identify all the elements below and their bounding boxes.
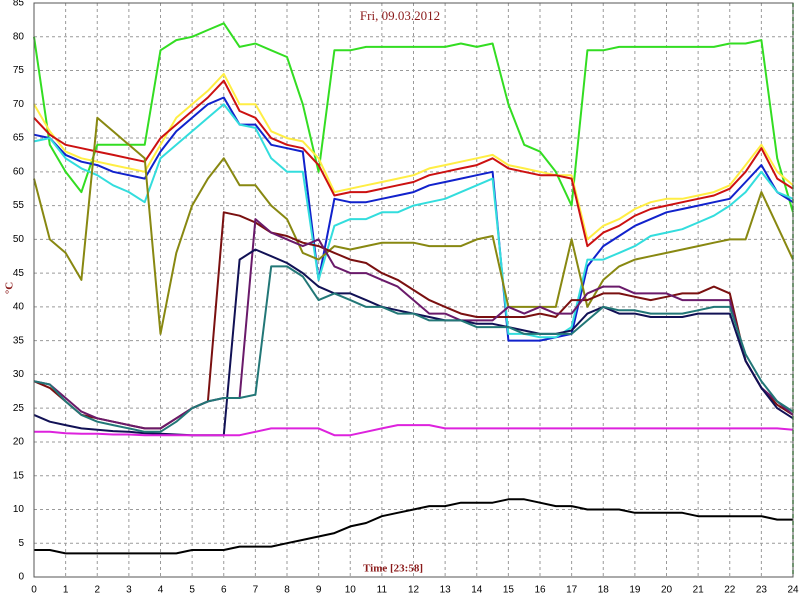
x-tick-label: 5 (189, 585, 195, 596)
data-line (33, 22, 794, 213)
x-tick-label: 16 (534, 585, 546, 596)
y-tick-label: 55 (13, 200, 25, 211)
chart-title: Fri, 09.03.2012 (360, 8, 440, 23)
data-line (33, 103, 794, 339)
data-line (33, 116, 794, 335)
data-line (33, 79, 794, 248)
x-tick-label: 13 (440, 585, 452, 596)
x-tick-label: 12 (408, 585, 420, 596)
x-tick-label: 2 (94, 585, 100, 596)
x-tick-label: 11 (377, 585, 388, 596)
x-tick-label: 24 (787, 585, 799, 596)
y-tick-label: 80 (13, 31, 25, 42)
y-tick-label: 0 (18, 572, 24, 583)
x-tick-label: 22 (724, 585, 736, 596)
y-tick-label: 50 (13, 234, 25, 245)
x-tick-label: 6 (221, 585, 227, 596)
x-tick-label: 17 (566, 585, 578, 596)
y-tick-label: 35 (13, 335, 25, 346)
y-tick-label: 70 (13, 99, 25, 110)
y-tick-label: 65 (13, 133, 25, 144)
y-axis-label: °C (4, 282, 16, 294)
grid (33, 2, 794, 578)
x-tick-label: 14 (471, 585, 483, 596)
x-tick-label: 20 (661, 585, 673, 596)
y-tick-label: 40 (13, 302, 25, 313)
x-tick-label: 23 (756, 585, 768, 596)
x-tick-label: 4 (158, 585, 164, 596)
x-tick-label: 8 (284, 585, 290, 596)
x-tick-label: 0 (31, 585, 37, 596)
x-tick-label: 18 (598, 585, 610, 596)
plot-frame (33, 2, 794, 578)
y-tick-label: 60 (13, 166, 25, 177)
data-line (33, 72, 794, 241)
y-tick-label: 75 (13, 65, 25, 76)
data-line (34, 498, 793, 555)
x-axis-label: Time [23:58] (363, 563, 423, 575)
lines (33, 22, 794, 555)
y-tick-label: 5 (18, 538, 24, 549)
x-tick-label: 9 (316, 585, 322, 596)
x-tick-label: 7 (253, 585, 259, 596)
y-tick-label: 15 (13, 470, 25, 481)
data-line (33, 265, 794, 433)
y-tick-label: 45 (13, 268, 25, 279)
y-tick-label: 10 (13, 504, 25, 515)
data-line (33, 218, 794, 430)
y-tick-label: 85 (13, 0, 25, 9)
data-line (34, 424, 794, 437)
x-tick-label: 3 (126, 585, 132, 596)
x-tick-label: 21 (693, 585, 705, 596)
data-line (33, 96, 794, 342)
x-tick-label: 1 (63, 585, 69, 596)
x-tick-label: 15 (503, 585, 515, 596)
x-tick-label: 10 (345, 585, 357, 596)
y-tick-label: 20 (13, 437, 25, 448)
y-tick-label: 25 (13, 403, 25, 414)
y-tick-label: 30 (13, 369, 25, 380)
x-tick-label: 19 (629, 585, 641, 596)
